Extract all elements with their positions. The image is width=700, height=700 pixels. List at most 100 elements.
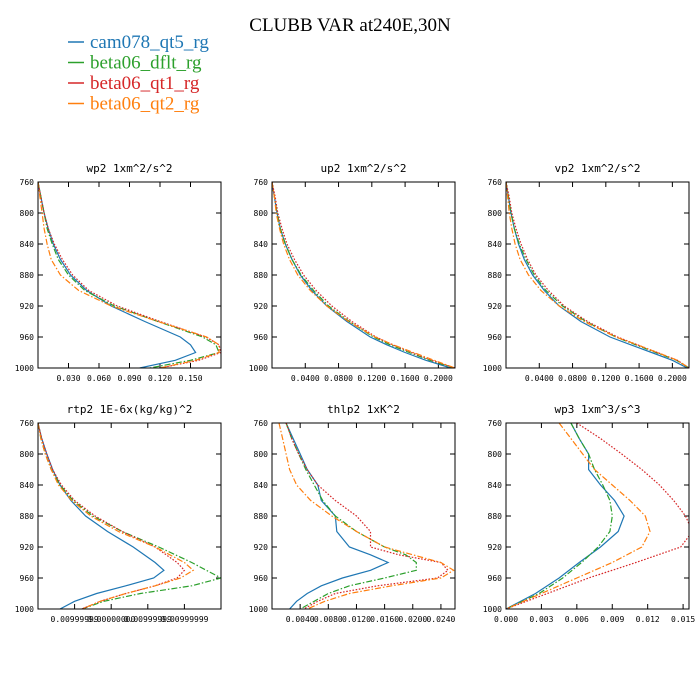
x-tick-label: 0.1600 xyxy=(625,374,654,383)
y-tick-label: 880 xyxy=(488,512,503,521)
panel-title: up2 1xm^2/s^2 xyxy=(320,162,406,175)
series-line-beta06_dflt_rg xyxy=(38,423,221,609)
y-tick-label: 920 xyxy=(488,302,503,311)
series-line-beta06_qt2_rg xyxy=(278,423,455,609)
panel-title: rtp2 1E-6x(kg/kg)^2 xyxy=(67,403,193,416)
panel-3: rtp2 1E-6x(kg/kg)^2 760 800 840 880 920 960 100… xyxy=(15,403,222,624)
panel-title: wp3 1xm^3/s^3 xyxy=(554,403,640,416)
x-tick-label: 0.006 xyxy=(565,615,589,624)
y-tick-label: 1000 xyxy=(249,605,268,614)
legend-label-0: cam078_qt5_rg xyxy=(90,32,209,53)
y-tick-label: 800 xyxy=(254,450,269,459)
y-tick-label: 960 xyxy=(254,333,269,342)
series-line-beta06_dflt_rg xyxy=(38,182,220,368)
y-tick-label: 920 xyxy=(20,302,35,311)
y-tick-label: 920 xyxy=(488,543,503,552)
series-line-beta06_qt1_rg xyxy=(506,182,689,368)
x-tick-label: 0.090 xyxy=(117,374,141,383)
panels-grid: wp2 1xm^2/s^2 760 800 840 880 920 960 1000 0.030… xyxy=(15,162,696,624)
series-group xyxy=(38,423,221,609)
x-tick-label: 0.0120 xyxy=(342,615,371,624)
series-line-beta06_qt1_rg xyxy=(38,423,186,609)
panel-title: vp2 1xm^2/s^2 xyxy=(554,162,640,175)
y-tick-label: 920 xyxy=(254,543,269,552)
series-group xyxy=(272,182,455,368)
legend-label-2: beta06_qt1_rg xyxy=(90,73,200,94)
y-tick-label: 800 xyxy=(488,209,503,218)
y-tick-label: 840 xyxy=(20,481,35,490)
panel-5: wp3 1xm^3/s^3 760 800 840 880 920 960 10000.000… xyxy=(483,403,696,624)
y-tick-label: 760 xyxy=(20,178,35,187)
series-line-beta06_dflt_rg xyxy=(285,423,417,609)
y-tick-label: 840 xyxy=(254,481,269,490)
x-tick-label: 0.0400 xyxy=(291,374,320,383)
y-tick-label: 760 xyxy=(488,178,503,187)
y-tick-label: 920 xyxy=(20,543,35,552)
series-group xyxy=(38,182,221,368)
y-tick-label: 840 xyxy=(254,240,269,249)
x-tick-label: 0.150 xyxy=(178,374,202,383)
series-line-cam078_qt5_rg xyxy=(272,182,451,368)
panel-1: up2 1xm^2/s^2 760 800 840 880 920 960 1000 0.040… xyxy=(249,162,456,383)
series-line-cam078_qt5_rg xyxy=(38,423,165,609)
y-tick-label: 1000 xyxy=(249,364,268,373)
panel-2: vp2 1xm^2/s^2 760 800 840 880 920 960 1000 0.040… xyxy=(483,162,690,383)
plot-frame xyxy=(271,422,456,610)
x-tick-label: 0.0400 xyxy=(525,374,554,383)
y-tick-label: 1000 xyxy=(483,605,502,614)
y-tick-label: 960 xyxy=(488,574,503,583)
y-tick-label: 920 xyxy=(254,302,269,311)
y-tick-label: 960 xyxy=(488,333,503,342)
x-tick-label: 0.015 xyxy=(671,615,695,624)
series-line-beta06_qt1_rg xyxy=(38,182,221,368)
y-tick-label: 880 xyxy=(488,271,503,280)
y-tick-label: 760 xyxy=(254,419,269,428)
x-tick-label: 0.00000000 xyxy=(87,615,135,624)
y-tick-label: 880 xyxy=(254,512,269,521)
y-tick-label: 960 xyxy=(20,333,35,342)
series-line-cam078_qt5_rg xyxy=(285,423,390,609)
legend-label-3: beta06_qt2_rg xyxy=(90,94,200,115)
plot-frame xyxy=(505,181,690,369)
x-tick-label: 0.012 xyxy=(636,615,660,624)
y-tick-label: 960 xyxy=(20,574,35,583)
series-group xyxy=(506,182,689,368)
x-tick-label: 0.1600 xyxy=(391,374,420,383)
y-tick-label: 800 xyxy=(20,450,35,459)
y-tick-label: 800 xyxy=(254,209,269,218)
y-tick-label: 840 xyxy=(488,481,503,490)
x-tick-label: 0.2000 xyxy=(424,374,453,383)
series-line-beta06_qt2_rg xyxy=(506,423,651,609)
y-tick-label: 800 xyxy=(488,450,503,459)
x-tick-label: 0.030 xyxy=(56,374,80,383)
x-tick-label: 0.0080 xyxy=(314,615,343,624)
series-line-beta06_qt1_rg xyxy=(272,182,455,368)
x-tick-label: 0.000 xyxy=(494,615,518,624)
x-tick-label: 0.0040 xyxy=(286,615,315,624)
x-tick-label: 0.00999999 xyxy=(51,615,99,624)
x-tick-label: 0.003 xyxy=(529,615,553,624)
series-line-cam078_qt5_rg xyxy=(38,182,197,368)
panel-title: wp2 1xm^2/s^2 xyxy=(86,162,172,175)
y-tick-label: 1000 xyxy=(483,364,502,373)
series-group xyxy=(278,423,455,609)
x-tick-label: 0.0240 xyxy=(426,615,455,624)
y-tick-label: 760 xyxy=(254,178,269,187)
y-tick-label: 880 xyxy=(254,271,269,280)
panel-title: thlp2 1xK^2 xyxy=(327,403,400,416)
legend-label-1: beta06_dflt_rg xyxy=(90,53,202,74)
panel-0: wp2 1xm^2/s^2 760 800 840 880 920 960 1000 0.030… xyxy=(15,162,222,383)
y-tick-label: 880 xyxy=(20,512,35,521)
y-tick-label: 880 xyxy=(20,271,35,280)
y-tick-label: 800 xyxy=(20,209,35,218)
series-line-beta06_qt2_rg xyxy=(506,182,689,368)
plot-frame xyxy=(37,181,222,369)
y-tick-label: 1000 xyxy=(15,605,34,614)
y-tick-label: 760 xyxy=(20,419,35,428)
x-tick-label: 0.120 xyxy=(148,374,172,383)
series-line-beta06_dflt_rg xyxy=(506,423,613,609)
series-line-beta06_qt2_rg xyxy=(38,423,195,609)
y-tick-label: 1000 xyxy=(15,364,34,373)
